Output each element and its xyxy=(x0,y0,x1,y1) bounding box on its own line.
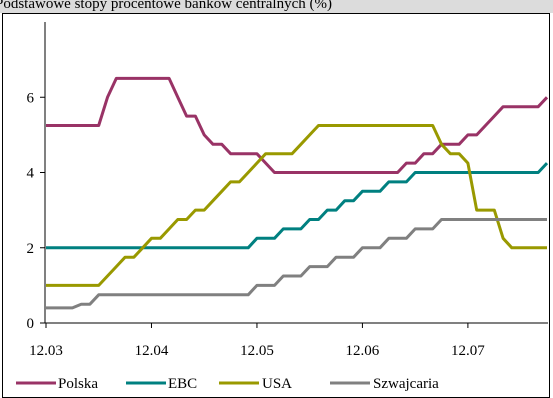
title-strip: Podstawowe stopy procentowe banków centr… xyxy=(0,0,553,13)
series-line-ebc xyxy=(46,162,549,250)
x-tick-label: 12.04 xyxy=(135,343,169,359)
y-tick-label: 6 xyxy=(27,90,35,106)
legend-item-polska: Polska xyxy=(16,376,98,392)
legend-label-szwajcaria: Szwajcaria xyxy=(373,376,439,392)
x-tick-label: 12.05 xyxy=(240,343,274,359)
legend-label-usa: USA xyxy=(262,376,292,392)
chart-title: Podstawowe stopy procentowe banków centr… xyxy=(0,0,332,12)
x-tick-label: 12.03 xyxy=(29,343,63,359)
legend-item-ebc: EBC xyxy=(126,376,197,392)
series-lines xyxy=(46,76,549,310)
y-tick-label: 2 xyxy=(27,241,35,257)
legend-item-szwajcaria: Szwajcaria xyxy=(330,376,439,392)
x-tick-label: 12.06 xyxy=(346,343,380,359)
legend-label-ebc: EBC xyxy=(168,376,197,392)
series-line-polska xyxy=(46,76,549,174)
axes: 0 2 4 6 12.03 12.04 12.05 12.06 12.07 xyxy=(27,22,548,359)
legend-item-usa: USA xyxy=(219,376,292,392)
legend-label-polska: Polska xyxy=(58,376,98,392)
series-line-usa xyxy=(46,124,547,287)
chart-frame xyxy=(2,13,550,398)
series-line-szwajcaria xyxy=(46,218,547,310)
legend: Polska EBC USA Szwajcaria xyxy=(16,376,439,392)
y-tick-label: 4 xyxy=(27,166,35,182)
x-tick-label: 12.07 xyxy=(451,343,485,359)
y-tick-label: 0 xyxy=(27,316,35,332)
